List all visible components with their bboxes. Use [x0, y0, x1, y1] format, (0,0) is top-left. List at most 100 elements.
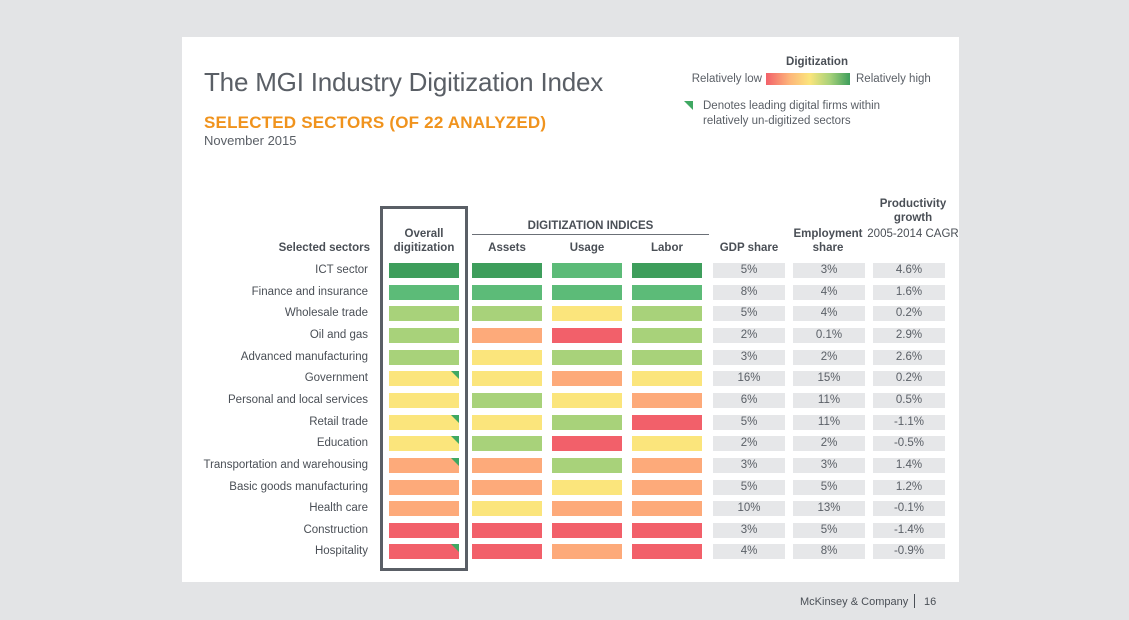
gdp-value: 5%: [713, 263, 785, 278]
header-labor: Labor: [651, 242, 683, 254]
header-productivity: Productivity growth: [879, 198, 947, 224]
labor-cell: [632, 523, 702, 538]
sector-label: Finance and insurance: [251, 286, 368, 298]
employment-value: 4%: [793, 285, 865, 300]
labor-cell: [632, 458, 702, 473]
header-usage: Usage: [569, 242, 605, 254]
header-productivity-sub: 2005-2014 CAGR: [867, 228, 959, 240]
header-employment: Employment share: [793, 228, 863, 254]
usage-cell: [552, 458, 622, 473]
overall-cell: [389, 523, 459, 538]
overall-cell: [389, 458, 459, 473]
assets-cell: [472, 393, 542, 408]
assets-cell: [472, 523, 542, 538]
employment-value: 15%: [793, 371, 865, 386]
chart-subtitle: SELECTED SECTORS (OF 22 ANALYZED): [204, 113, 547, 132]
assets-cell: [472, 285, 542, 300]
productivity-value: 1.6%: [873, 285, 945, 300]
legend-gradient: [766, 73, 850, 85]
usage-cell: [552, 350, 622, 365]
sector-label: Advanced manufacturing: [240, 351, 368, 363]
header-assets: Assets: [488, 242, 526, 254]
overall-cell: [389, 371, 459, 386]
sector-label: Education: [316, 437, 368, 449]
labor-cell: [632, 263, 702, 278]
usage-cell: [552, 371, 622, 386]
labor-cell: [632, 501, 702, 516]
assets-cell: [472, 306, 542, 321]
productivity-value: -1.4%: [873, 523, 945, 538]
productivity-value: 0.2%: [873, 371, 945, 386]
gdp-value: 8%: [713, 285, 785, 300]
overall-cell: [389, 544, 459, 559]
overall-cell: [389, 328, 459, 343]
productivity-value: 2.9%: [873, 328, 945, 343]
assets-cell: [472, 415, 542, 430]
footer-page-number: 16: [924, 596, 937, 608]
chart-date: November 2015: [204, 133, 297, 148]
gdp-value: 2%: [713, 328, 785, 343]
labor-cell: [632, 285, 702, 300]
employment-value: 2%: [793, 436, 865, 451]
assets-cell: [472, 501, 542, 516]
productivity-value: 1.4%: [873, 458, 945, 473]
sector-label: Construction: [303, 524, 368, 536]
gdp-value: 16%: [713, 371, 785, 386]
overall-cell: [389, 393, 459, 408]
assets-cell: [472, 458, 542, 473]
labor-cell: [632, 544, 702, 559]
sector-label: Personal and local services: [228, 394, 368, 406]
sector-label: Basic goods manufacturing: [229, 481, 368, 493]
usage-cell: [552, 415, 622, 430]
overall-cell: [389, 436, 459, 451]
leading-firm-marker-icon: [684, 101, 693, 110]
employment-value: 4%: [793, 306, 865, 321]
employment-value: 13%: [793, 501, 865, 516]
assets-cell: [472, 328, 542, 343]
sector-label: Retail trade: [309, 416, 368, 428]
footer-separator: [914, 594, 915, 608]
usage-cell: [552, 436, 622, 451]
productivity-value: -1.1%: [873, 415, 945, 430]
assets-cell: [472, 350, 542, 365]
legend-note: Denotes leading digital firms within rel…: [703, 100, 881, 127]
labor-cell: [632, 371, 702, 386]
employment-value: 11%: [793, 393, 865, 408]
usage-cell: [552, 328, 622, 343]
productivity-value: 0.2%: [873, 306, 945, 321]
sector-label: ICT sector: [315, 264, 368, 276]
gdp-value: 3%: [713, 350, 785, 365]
employment-value: 11%: [793, 415, 865, 430]
overall-cell: [389, 263, 459, 278]
leading-firm-marker-icon: [451, 436, 459, 444]
sector-label: Wholesale trade: [284, 307, 368, 319]
gdp-value: 4%: [713, 544, 785, 559]
overall-cell: [389, 350, 459, 365]
productivity-value: 2.6%: [873, 350, 945, 365]
gdp-value: 3%: [713, 458, 785, 473]
productivity-value: -0.9%: [873, 544, 945, 559]
productivity-value: -0.1%: [873, 501, 945, 516]
assets-cell: [472, 263, 542, 278]
labor-cell: [632, 415, 702, 430]
leading-firm-marker-icon: [451, 544, 459, 552]
employment-value: 2%: [793, 350, 865, 365]
overall-cell: [389, 480, 459, 495]
usage-cell: [552, 285, 622, 300]
labor-cell: [632, 436, 702, 451]
employment-value: 5%: [793, 480, 865, 495]
labor-cell: [632, 350, 702, 365]
gdp-value: 6%: [713, 393, 785, 408]
sector-label: Government: [304, 372, 368, 384]
gdp-value: 2%: [713, 436, 785, 451]
footer-company: McKinsey & Company: [800, 596, 909, 608]
usage-cell: [552, 544, 622, 559]
leading-firm-marker-icon: [451, 371, 459, 379]
labor-cell: [632, 480, 702, 495]
gdp-value: 5%: [713, 480, 785, 495]
overall-cell: [389, 285, 459, 300]
gdp-value: 5%: [713, 306, 785, 321]
slide: The MGI Industry Digitization Index SELE…: [182, 37, 959, 582]
overall-digitization-highlight: [380, 206, 468, 571]
leading-firm-marker-icon: [451, 458, 459, 466]
